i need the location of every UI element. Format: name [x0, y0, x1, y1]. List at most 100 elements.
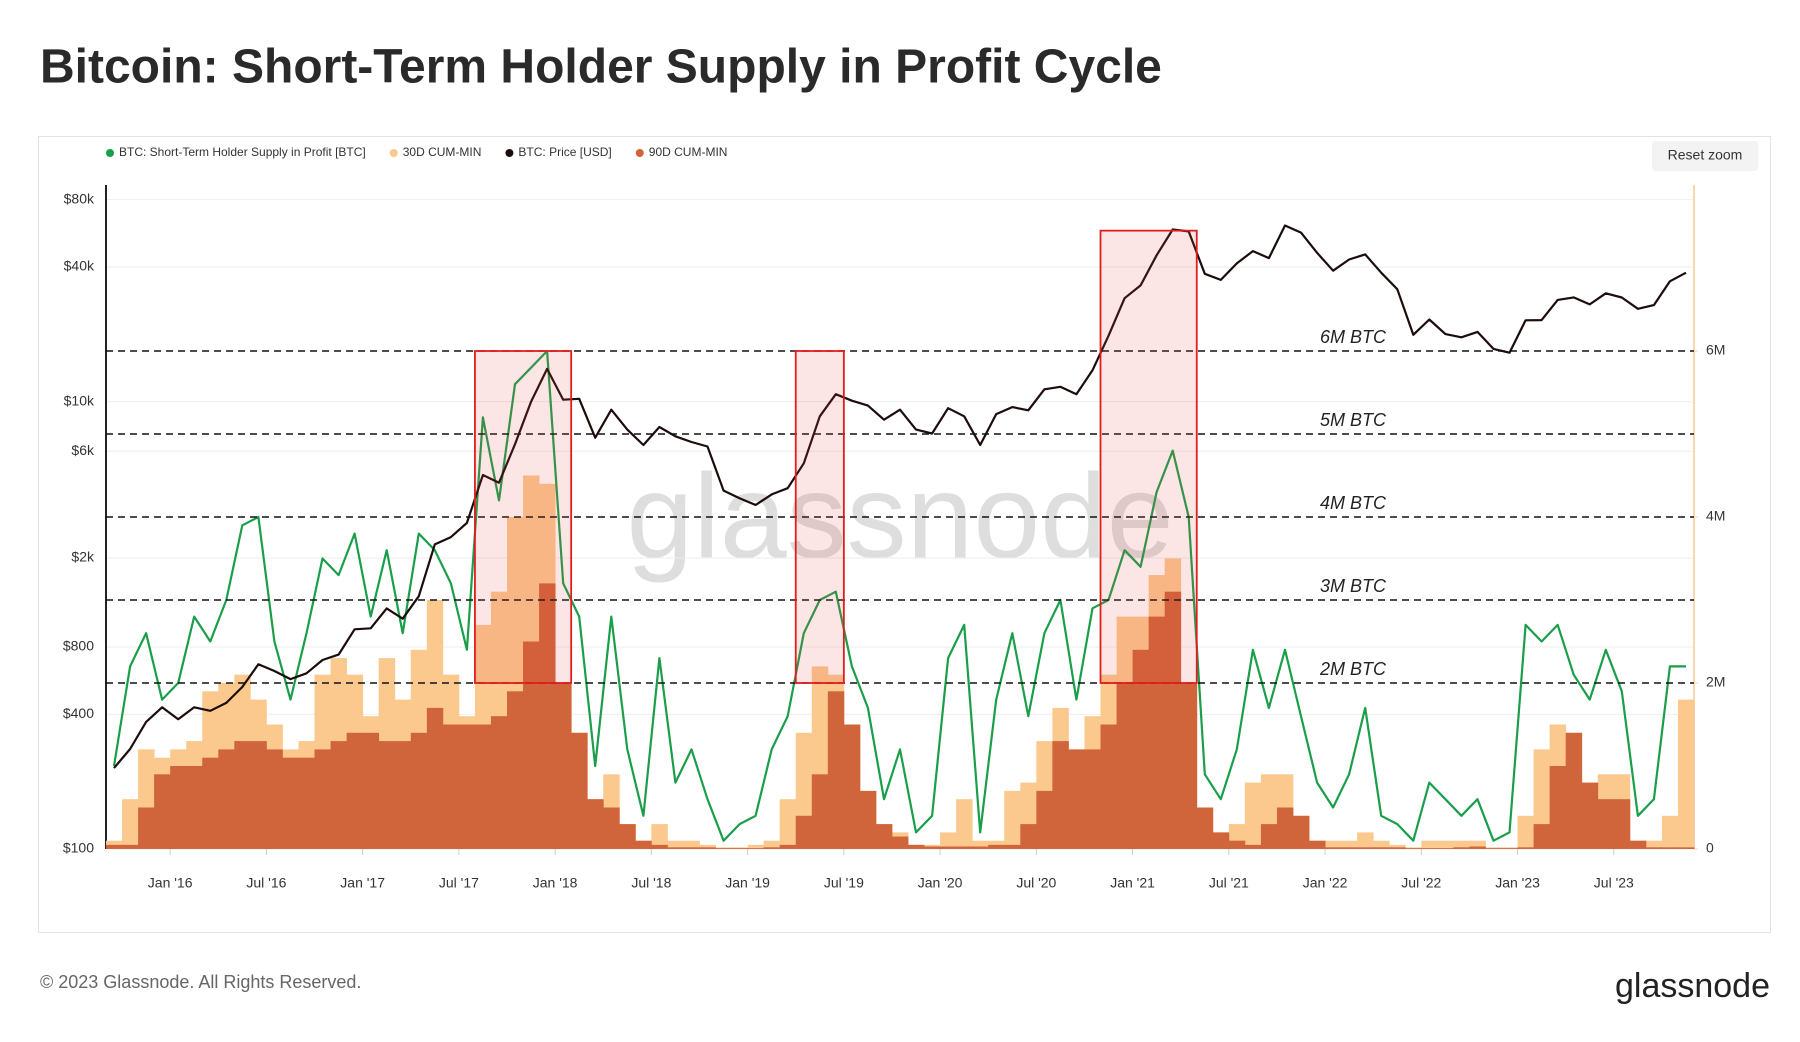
x-tick-label: Jul '19 [824, 875, 864, 891]
y-tick-label: $800 [63, 638, 94, 654]
bar [1116, 683, 1133, 849]
bar [1276, 807, 1294, 849]
page-title: Bitcoin: Short-Term Holder Supply in Pro… [40, 41, 1162, 94]
bar [458, 724, 476, 849]
bar [1629, 840, 1647, 849]
bar [1389, 844, 1406, 849]
bar [1212, 832, 1230, 849]
bar [1004, 790, 1021, 849]
legend-marker [505, 149, 514, 157]
bar [1533, 824, 1551, 849]
bar [1373, 847, 1390, 849]
bar [603, 807, 620, 849]
bar [1373, 840, 1390, 849]
y2-tick-label: 6M [1706, 342, 1725, 358]
bar [1068, 749, 1085, 849]
bar [1052, 741, 1069, 849]
bar [106, 844, 123, 849]
legend-label: 90D CUM-MIN [649, 145, 728, 159]
bar [875, 824, 893, 849]
bar [988, 844, 1005, 849]
bar [972, 846, 989, 849]
bar [362, 732, 380, 849]
bar [956, 846, 973, 849]
legend-label: 30D CUM-MIN [403, 145, 482, 159]
x-tick-label: Jan '19 [725, 875, 770, 891]
y-tick-label: $100 [63, 840, 94, 856]
bar [1485, 848, 1502, 849]
bar [1309, 840, 1326, 849]
bar [1244, 782, 1262, 849]
bar [1453, 847, 1470, 849]
bar [378, 741, 396, 849]
highlight-box [474, 350, 573, 684]
bar [1228, 840, 1246, 849]
bar [587, 799, 604, 849]
x-tick-label: Jan '22 [1303, 875, 1348, 891]
highlight-box [794, 350, 845, 684]
bar [1677, 847, 1695, 849]
x-tick-label: Jul '22 [1401, 875, 1441, 891]
bar [763, 847, 781, 849]
bar [619, 824, 636, 849]
reset-zoom-button[interactable]: Reset zoom [1652, 141, 1758, 171]
legend-marker [389, 149, 398, 157]
button-bg[interactable] [1652, 141, 1758, 171]
series-line [112, 349, 1686, 842]
bar [507, 691, 524, 849]
bar [891, 836, 909, 849]
bar [940, 832, 957, 849]
bar [715, 848, 732, 849]
x-tick-label: Jul '20 [1016, 875, 1056, 891]
bar [1084, 749, 1101, 849]
bar [1357, 847, 1374, 849]
bar [571, 732, 588, 849]
bar [1180, 683, 1198, 849]
bar [186, 766, 203, 849]
bar [523, 641, 540, 849]
bar [1421, 840, 1438, 849]
x-tick-label: Jan '23 [1495, 875, 1540, 891]
bar [1036, 790, 1053, 849]
bar [1469, 846, 1486, 849]
x-tick-label: Jan '16 [148, 875, 193, 891]
button-label[interactable]: Reset zoom [1668, 147, 1743, 163]
bar [1453, 840, 1470, 849]
bar [1260, 824, 1278, 849]
bar [474, 724, 492, 849]
x-tick-label: Jul '17 [439, 875, 479, 891]
reference-label: 4M BTC [1320, 493, 1387, 513]
bar [1677, 699, 1695, 849]
bar [298, 757, 315, 849]
y2-tick-label: 2M [1706, 674, 1725, 690]
bar [1549, 766, 1567, 849]
highlight-box [1099, 229, 1198, 684]
bar [1100, 724, 1117, 849]
bar [1148, 616, 1166, 849]
bar [1661, 815, 1679, 849]
y2-tick-label: 4M [1706, 508, 1725, 524]
bar [202, 757, 219, 849]
bar [795, 815, 813, 849]
bar [908, 844, 925, 849]
y-tick-label: $400 [63, 705, 94, 721]
bar [170, 766, 187, 849]
x-tick-label: Jan '20 [918, 875, 963, 891]
bar [539, 583, 556, 849]
bar [699, 844, 716, 849]
bar [1469, 840, 1486, 849]
bar [122, 844, 139, 849]
bar [1341, 840, 1358, 849]
bar [972, 840, 989, 849]
bar [426, 707, 444, 849]
bar [218, 749, 235, 849]
bar [1325, 840, 1342, 849]
copyright: © 2023 Glassnode. All Rights Reserved. [40, 972, 361, 992]
bar [346, 732, 364, 849]
bar [1164, 591, 1182, 849]
bar [1437, 848, 1454, 849]
bar [635, 840, 652, 849]
bar [1661, 847, 1679, 849]
x-tick-label: Jul '23 [1594, 875, 1634, 891]
bar [779, 799, 797, 849]
